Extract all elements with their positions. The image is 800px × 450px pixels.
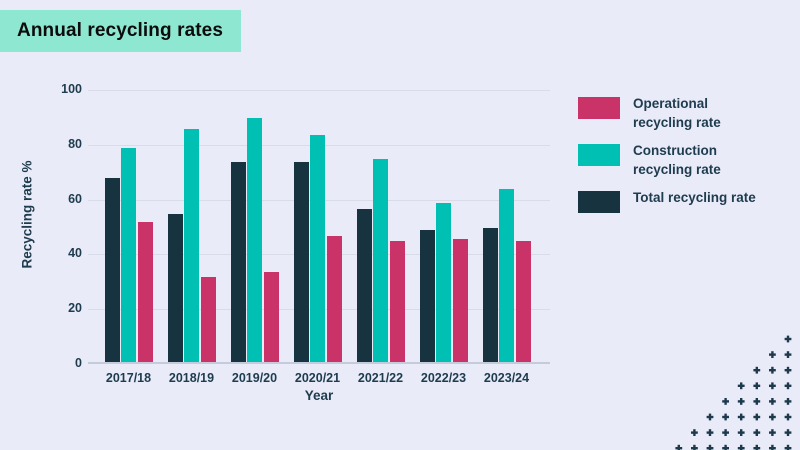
x-tick-label-2019-20: 2019/20 <box>231 371 278 385</box>
bar-total-recycling-rate-2021-22 <box>356 208 372 362</box>
legend-item-operational-recycling-rate: Operational recycling rate <box>578 94 756 132</box>
x-tick-label-2020-21: 2020/21 <box>294 371 341 385</box>
x-tick-label-2023-24: 2023/24 <box>483 371 530 385</box>
y-tick-label-40: 40 <box>68 246 82 261</box>
bar-construction-recycling-rate-2017-18 <box>121 148 136 362</box>
x-tick-label-2021-22: 2021/22 <box>357 371 404 385</box>
bar-construction-recycling-rate-2018-19 <box>184 129 199 362</box>
legend-swatch-construction-recycling-rate <box>578 144 620 166</box>
page-title: Annual recycling rates <box>0 10 241 52</box>
legend-item-construction-recycling-rate: Construction recycling rate <box>578 141 756 179</box>
gridline-100 <box>88 90 550 91</box>
y-tick-label-20: 20 <box>68 301 82 316</box>
legend-swatch-operational-recycling-rate <box>578 97 620 119</box>
bar-construction-recycling-rate-2020-21 <box>310 134 325 362</box>
bar-construction-recycling-rate-2022-23 <box>436 203 451 362</box>
chart-legend: Operational recycling rate Construction rec… <box>578 94 756 213</box>
bar-construction-recycling-rate-2021-22 <box>373 159 388 362</box>
bar-construction-recycling-rate-2023-24 <box>499 189 514 362</box>
bar-total-recycling-rate-2023-24 <box>482 227 498 362</box>
y-tick-label-0: 0 <box>75 356 82 370</box>
x-axis-title: Year <box>304 388 334 403</box>
bar-total-recycling-rate-2018-19 <box>167 214 183 362</box>
bar-operational-recycling-rate-2021-22 <box>389 241 405 362</box>
y-tick-label-80: 80 <box>68 136 82 151</box>
bar-construction-recycling-rate-2019-20 <box>247 118 262 362</box>
legend-label: Construction recycling rate <box>633 143 721 177</box>
x-tick-label-2017-18: 2017/18 <box>105 371 152 385</box>
bar-operational-recycling-rate-2017-18 <box>137 222 153 362</box>
bar-operational-recycling-rate-2022-23 <box>452 238 468 362</box>
bar-total-recycling-rate-2020-21 <box>293 161 309 362</box>
x-tick-label-2018-19: 2018/19 <box>168 371 215 385</box>
legend-item-total-recycling-rate: Total recycling rate <box>578 188 756 213</box>
bar-operational-recycling-rate-2020-21 <box>326 235 342 362</box>
bar-total-recycling-rate-2019-20 <box>230 161 246 362</box>
bar-operational-recycling-rate-2018-19 <box>200 277 216 362</box>
plot-area <box>88 90 550 364</box>
bar-total-recycling-rate-2022-23 <box>419 230 435 362</box>
legend-swatch-total-recycling-rate <box>578 191 620 213</box>
y-tick-label-100: 100 <box>61 82 82 96</box>
dots-decoration <box>675 335 792 450</box>
y-tick-label-60: 60 <box>68 191 82 206</box>
bar-total-recycling-rate-2017-18 <box>104 178 120 362</box>
legend-label: Total recycling rate <box>633 190 756 205</box>
x-tick-label-2022-23: 2022/23 <box>420 371 467 385</box>
bar-operational-recycling-rate-2019-20 <box>263 271 279 362</box>
bar-operational-recycling-rate-2023-24 <box>515 241 531 362</box>
legend-label: Operational recycling rate <box>633 96 721 130</box>
